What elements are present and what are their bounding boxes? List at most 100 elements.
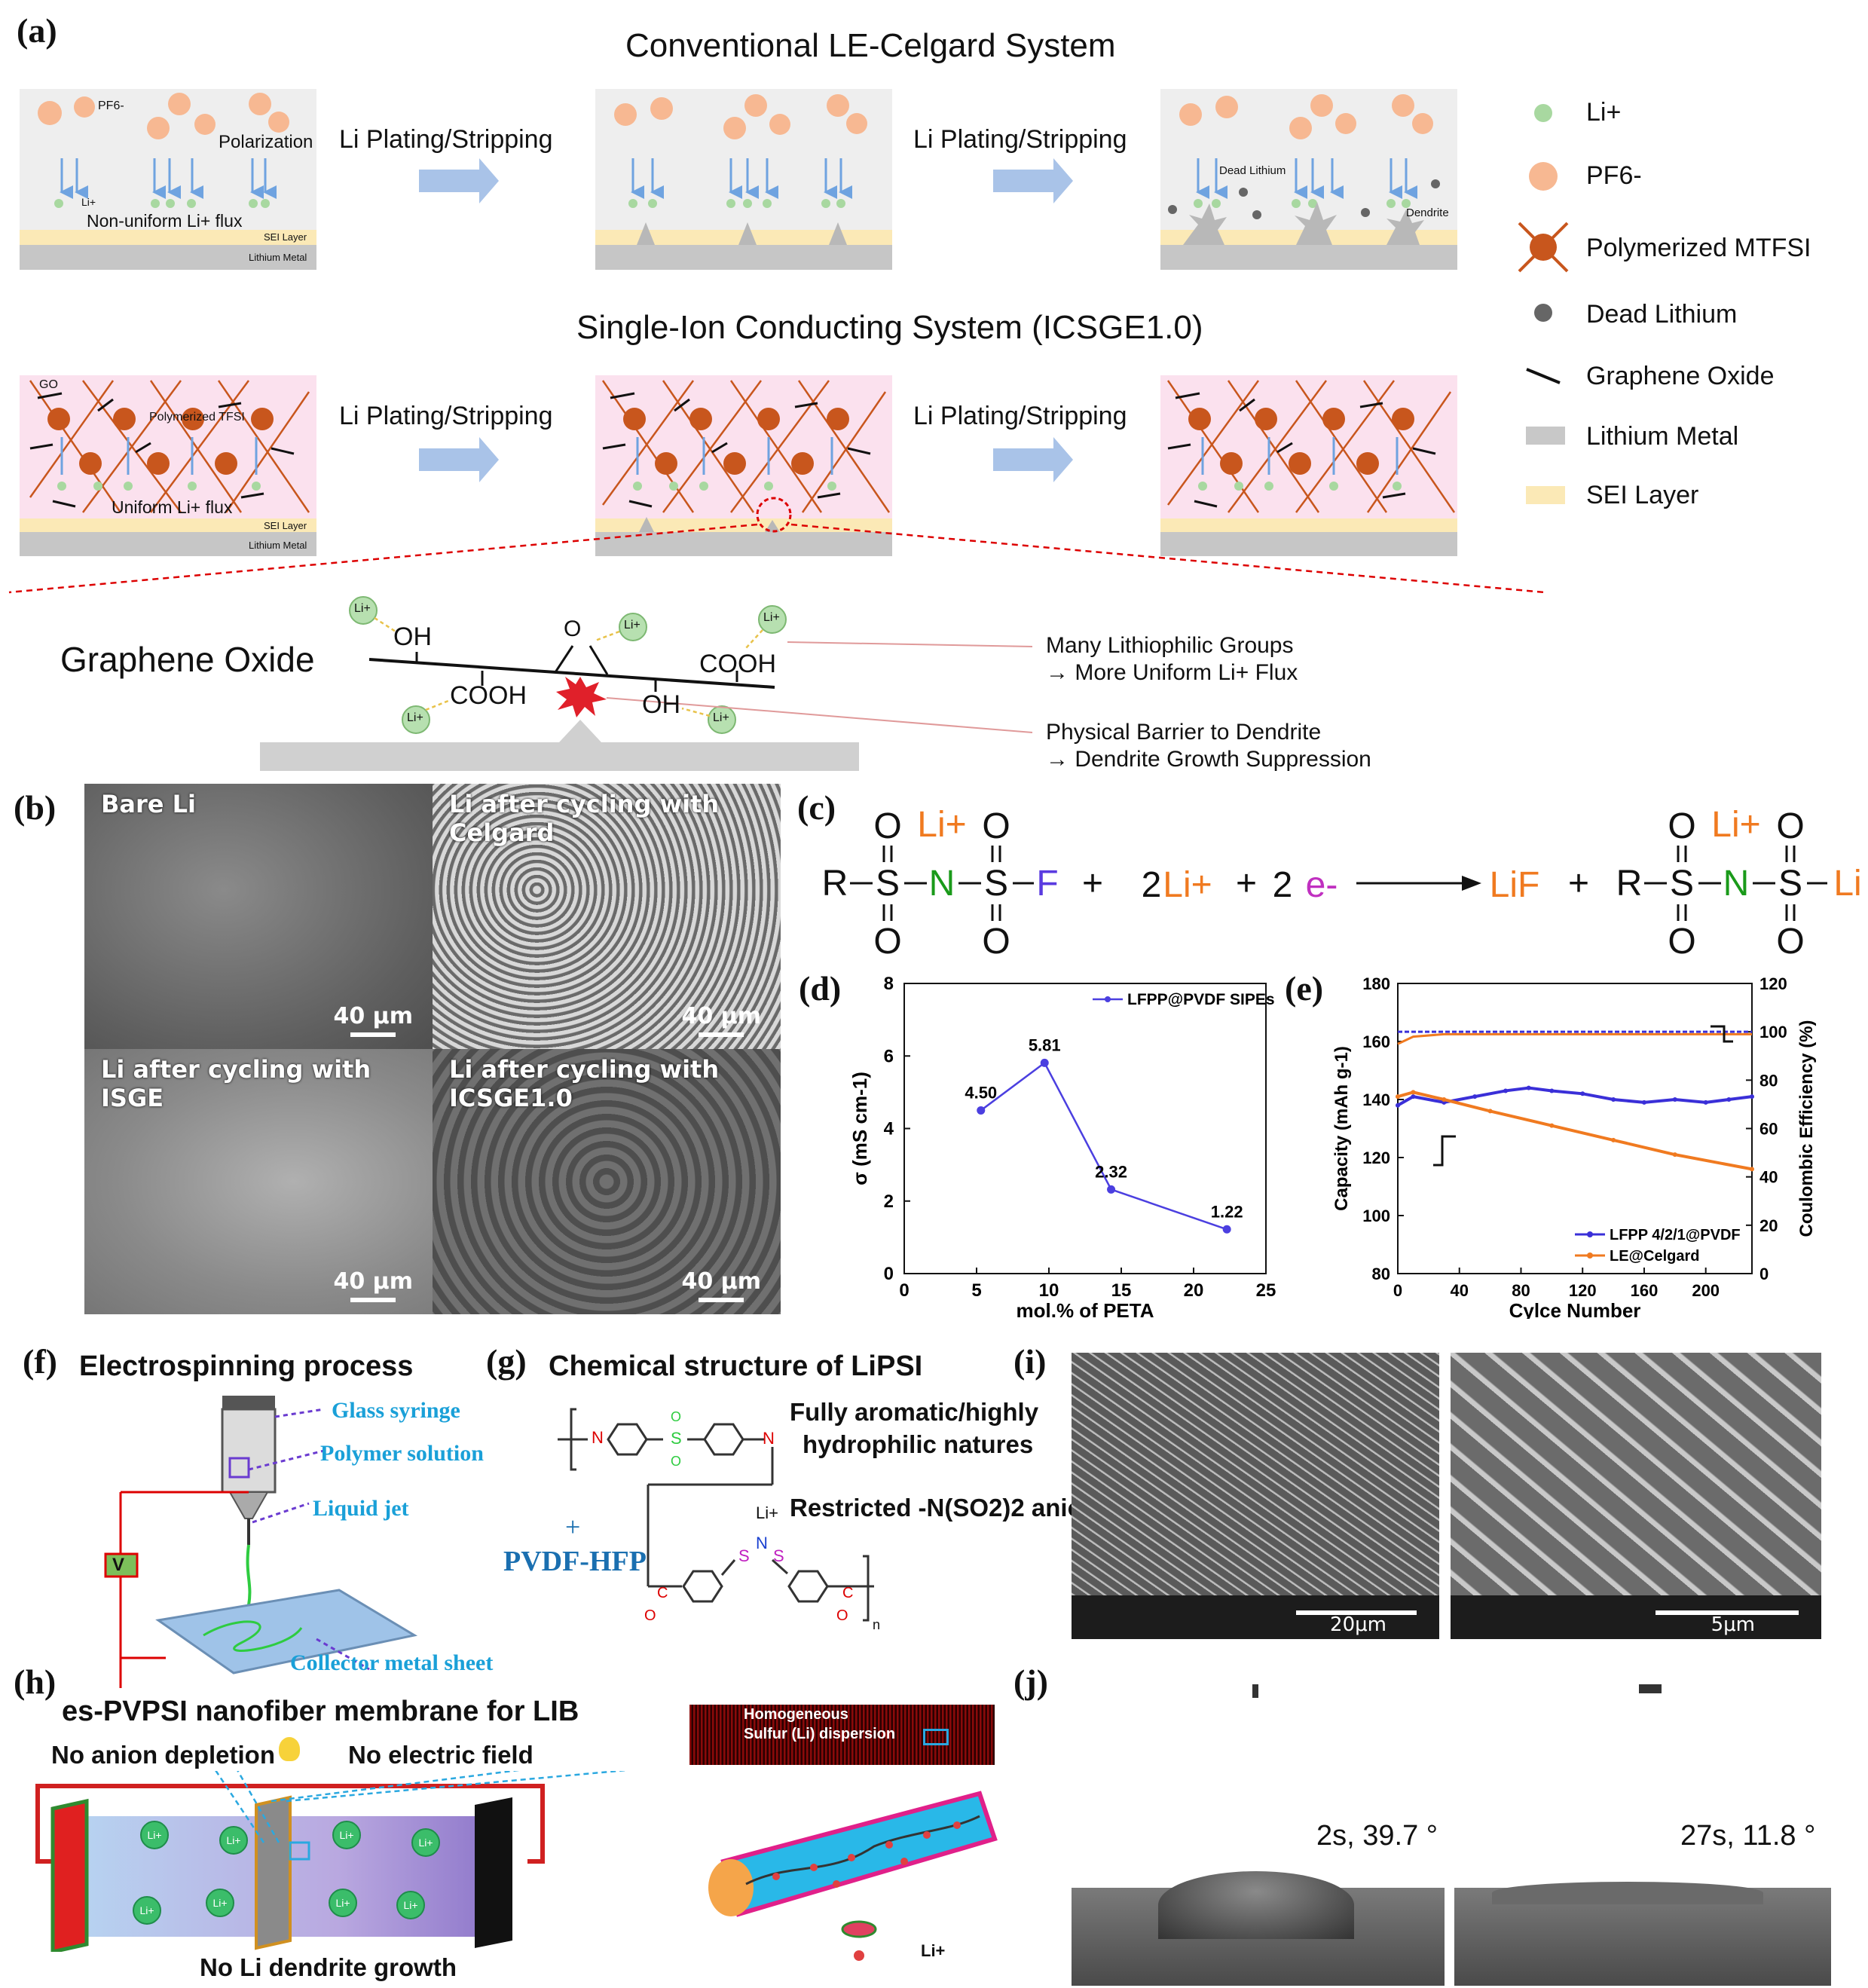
chart-e-point xyxy=(1549,1088,1555,1093)
step-label-1: Li Plating/Stripping xyxy=(339,125,553,154)
chart-e-ytick: 160 xyxy=(1362,1032,1390,1051)
g-nh-1: N xyxy=(592,1428,604,1447)
go-group-cooh-2: COOH xyxy=(450,681,527,710)
chart-e-xtick: 40 xyxy=(1450,1281,1468,1300)
panel-label-b: (b) xyxy=(14,788,57,827)
chart-e-point xyxy=(1703,1100,1708,1105)
sem-nanofiber-low-mag: 20μm xyxy=(1072,1353,1439,1639)
conventional-box-1 xyxy=(20,89,316,270)
conventional-box-2 xyxy=(595,89,892,270)
chart-e-ytick: 180 xyxy=(1362,974,1390,993)
chart-d-series-line xyxy=(980,1061,1227,1231)
pf6-small-label: PF6- xyxy=(98,99,124,112)
panel-label-h: (h) xyxy=(14,1662,57,1701)
step-label-2: Li Plating/Stripping xyxy=(913,125,1127,154)
chart-e-ytick: 120 xyxy=(1362,1148,1390,1167)
step-label-4: Li Plating/Stripping xyxy=(913,402,1127,430)
chart-e-point xyxy=(1411,1094,1416,1100)
chart-e-ytick: 140 xyxy=(1362,1090,1390,1109)
legend-lithium-metal-label: Lithium Metal xyxy=(1586,422,1739,451)
note-lithiophilic-line1: Many Lithiophilic Groups xyxy=(1046,633,1294,658)
c-o-2: O xyxy=(982,806,1010,846)
c-n-2: N xyxy=(1723,864,1750,904)
g-plus: + xyxy=(565,1512,581,1542)
dendrite-small: Dendrite xyxy=(1406,206,1449,219)
c-r-2: R xyxy=(1616,864,1643,904)
dead-lithium-small: Dead Lithium xyxy=(1219,164,1286,177)
lipsi-structure: N S O O N S N S C O C O xyxy=(558,1408,874,1624)
contact-angle-2s: 2s, 39.7 ° xyxy=(1072,1684,1445,1986)
legend-pf6-label: PF6- xyxy=(1586,161,1642,190)
chart-d-point xyxy=(1222,1225,1231,1234)
svg-text:Li+: Li+ xyxy=(147,1829,161,1841)
c-r-1: R xyxy=(822,864,848,904)
chart-d-xtick: 15 xyxy=(1111,1280,1132,1301)
svg-text:O: O xyxy=(644,1607,656,1624)
chart-e-cycling: 0 40 80 120 160 200 80 100 120 140 160 180 0 20 40 60 80… xyxy=(1331,974,1817,1319)
c-plus-2: + xyxy=(1236,864,1257,904)
title-conventional-system: Conventional LE-Celgard System xyxy=(625,27,1116,64)
electrospinning-schematic xyxy=(104,1396,418,1688)
f-label-collector: Collector metal sheet xyxy=(290,1650,494,1675)
chart-e-ce-line xyxy=(1397,1032,1752,1045)
chart-e-ytick-right: 100 xyxy=(1759,1023,1787,1041)
go-small-label: GO xyxy=(39,378,58,391)
note-lithiophilic-line2: → More Uniform Li+ Flux xyxy=(1046,660,1298,685)
go-li-1: Li+ xyxy=(354,602,371,615)
chart-d-point xyxy=(977,1106,986,1115)
chart-e-point xyxy=(1503,1088,1509,1093)
c-o-6: O xyxy=(1776,806,1804,846)
note-barrier-line1: Physical Barrier to Dendrite xyxy=(1046,720,1322,745)
i-scale-1: 20μm xyxy=(1330,1613,1386,1636)
c-o-4: O xyxy=(982,922,1010,962)
chart-e-point xyxy=(1726,1097,1732,1102)
go-group-epoxy-o: O xyxy=(564,616,582,641)
li-small-label: Li+ xyxy=(81,196,96,208)
single-ion-box-3 xyxy=(1160,375,1457,556)
c-o-7: O xyxy=(1668,922,1695,962)
sem-scale-2: 40 μm xyxy=(681,1003,761,1037)
panel-label-i: (i) xyxy=(1013,1342,1047,1381)
chart-e-point xyxy=(1442,1097,1447,1102)
svg-text:C: C xyxy=(657,1585,668,1601)
chart-e-point xyxy=(1472,1094,1478,1100)
c-s-3: S xyxy=(1670,864,1694,904)
chart-e-ylabel-right: Coulombic Efficiency (%) xyxy=(1796,1020,1817,1237)
chart-e-point xyxy=(1411,1090,1416,1095)
chart-d-ytick: 4 xyxy=(884,1119,894,1139)
chart-d-xtick: 0 xyxy=(899,1280,909,1301)
polarization-label: Polarization xyxy=(219,132,313,152)
g-note-aromatic-line2: hydrophilic natures xyxy=(803,1430,1034,1458)
chart-d-data-label: 5.81 xyxy=(1029,1035,1061,1054)
svg-text:O: O xyxy=(836,1607,848,1624)
lithium-metal-small-1: Lithium Metal xyxy=(249,252,307,263)
chart-e-ytick-right: 0 xyxy=(1759,1265,1769,1283)
sem-nanofiber-high-mag: 5μm xyxy=(1451,1353,1821,1639)
go-li-2: Li+ xyxy=(624,619,641,632)
f-voltage-label: V xyxy=(112,1555,125,1575)
graphene-oxide-zoom xyxy=(260,596,1033,771)
panel-label-c: (c) xyxy=(797,788,836,827)
panel-label-f: (f) xyxy=(23,1342,57,1381)
c-li-1: Li+ xyxy=(917,805,966,845)
svg-text:S: S xyxy=(738,1546,750,1565)
map-line2: Sulfur (Li) dispersion xyxy=(744,1726,896,1742)
c-s-2: S xyxy=(984,864,1008,904)
graphene-oxide-title: Graphene Oxide xyxy=(60,640,315,679)
g-li-label: Li+ xyxy=(756,1503,778,1522)
svg-text:Li+: Li+ xyxy=(403,1899,417,1911)
i-scale-2: 5μm xyxy=(1711,1613,1755,1636)
svg-text:S: S xyxy=(773,1546,784,1565)
go-group-cooh-1: COOH xyxy=(699,650,776,678)
chart-e-point xyxy=(1526,1085,1531,1090)
chart-e-xtick: 160 xyxy=(1631,1281,1659,1300)
h-no-field: No electric field xyxy=(348,1741,533,1769)
h-no-dendrite: No Li dendrite growth xyxy=(200,1953,457,1981)
c-o-8: O xyxy=(1776,922,1804,962)
c-coef-2: 2 xyxy=(1273,865,1293,905)
j-label-27s: 27s, 11.8 ° xyxy=(1680,1820,1816,1852)
chart-e-point xyxy=(1750,1167,1754,1172)
panel-label-g: (g) xyxy=(486,1342,527,1381)
c-n-1: N xyxy=(929,864,955,904)
f-label-glass-syringe: Glass syringe xyxy=(332,1398,460,1423)
